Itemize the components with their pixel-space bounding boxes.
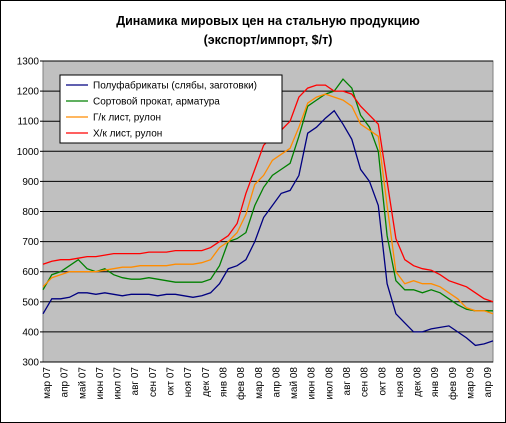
x-tick-label: янв 09 — [430, 367, 441, 398]
series-line — [42, 93, 494, 315]
x-tick-label: май 08 — [289, 367, 300, 399]
x-tick-label: май 07 — [77, 367, 88, 399]
y-tick-label: 300 — [22, 358, 39, 369]
x-tick-label: июл 07 — [113, 367, 124, 400]
x-tick-label: апр 09 — [483, 367, 494, 398]
x-tick-label: июн 08 — [307, 367, 318, 400]
chart-subtitle: (экспорт/импорт, $/т) — [204, 33, 333, 47]
series-line — [42, 109, 494, 347]
x-tick-label: апр 08 — [271, 367, 282, 398]
x-tick-label: дек 08 — [413, 367, 424, 397]
x-tick-label: июн 07 — [95, 367, 106, 400]
series-line — [42, 78, 493, 312]
y-tick-label: 1000 — [17, 147, 40, 158]
x-tick-label: сен 07 — [148, 367, 159, 397]
y-tick-label: 1200 — [17, 87, 40, 98]
x-tick-label: фев 09 — [447, 367, 459, 400]
legend-label: Полуфабрикаты (слябы, заготовки) — [93, 80, 257, 92]
y-tick-label: 600 — [22, 267, 39, 278]
x-tick-label: июл 08 — [324, 367, 335, 400]
y-tick-label: 1100 — [17, 117, 39, 128]
legend-label: Г/к лист, рулон — [93, 113, 161, 124]
x-tick-label: янв 08 — [218, 367, 229, 398]
y-tick-label: 900 — [22, 177, 39, 188]
legend-label: Х/к лист, рулон — [93, 129, 162, 140]
x-tick-label: окт 08 — [377, 367, 388, 396]
x-tick-label: мар 07 — [42, 367, 53, 399]
x-tick-label: дек 07 — [201, 367, 212, 397]
x-tick-label: фев 08 — [235, 367, 247, 400]
x-tick-label: ноя 08 — [395, 367, 406, 398]
x-tick-label: апр 07 — [60, 367, 71, 398]
y-tick-label: 1300 — [17, 57, 40, 68]
x-tick-label: сен 08 — [360, 367, 371, 397]
x-tick-label: авг 08 — [342, 367, 353, 396]
y-tick-label: 700 — [22, 237, 39, 248]
y-tick-label: 500 — [22, 297, 39, 308]
chart-title: Динамика мировых цен на стальную продукц… — [116, 14, 420, 28]
x-tick-label: мар 09 — [466, 367, 477, 399]
y-tick-label: 400 — [22, 327, 39, 338]
x-tick-label: авг 07 — [130, 367, 141, 396]
x-tick-label: ноя 07 — [183, 367, 194, 398]
y-tick-label: 800 — [22, 207, 39, 218]
x-tick-label: мар 08 — [254, 367, 265, 399]
legend-label: Сортовой прокат, арматура — [93, 97, 220, 108]
x-tick-label: окт 07 — [166, 367, 177, 396]
legend-box — [59, 74, 283, 144]
